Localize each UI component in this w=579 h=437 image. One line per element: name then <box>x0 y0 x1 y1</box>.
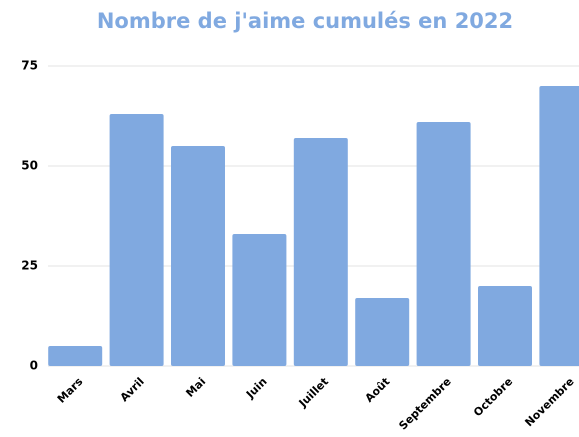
bar <box>232 234 287 366</box>
y-tick-label: 0 <box>30 359 38 373</box>
bar <box>109 114 164 366</box>
bar <box>539 86 579 366</box>
x-tick-label: Octobre <box>471 375 515 419</box>
bar <box>416 122 471 366</box>
x-tick-label: Juillet <box>296 375 331 410</box>
x-tick-label: Septembre <box>396 375 453 432</box>
y-tick-label: 50 <box>21 159 38 173</box>
x-tick-label: Mai <box>183 375 208 400</box>
x-tick-label: Août <box>363 375 393 405</box>
x-tick-label: Novembre <box>522 375 576 429</box>
x-tick-label: Juin <box>243 375 270 402</box>
y-tick-label: 75 <box>21 59 38 73</box>
bar <box>478 286 532 366</box>
chart-title: Nombre de j'aime cumulés en 2022 <box>97 9 513 33</box>
x-tick-label: Mars <box>55 375 86 406</box>
bar <box>171 146 225 366</box>
x-tick-label: Avril <box>118 375 147 404</box>
bar <box>48 346 103 366</box>
bar <box>293 138 348 366</box>
y-tick-label: 25 <box>21 259 38 273</box>
bar <box>355 298 410 366</box>
